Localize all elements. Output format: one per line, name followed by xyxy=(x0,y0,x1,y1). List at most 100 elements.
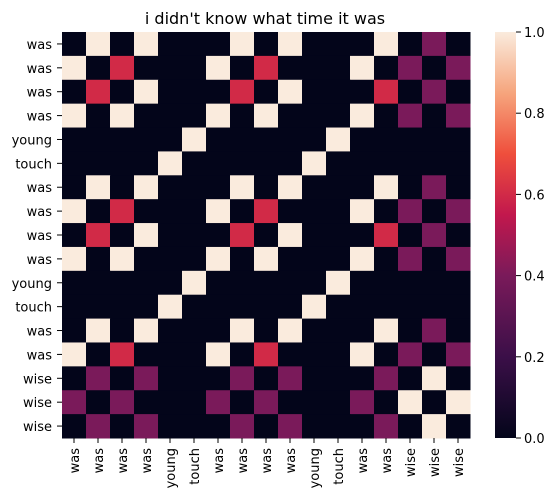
x-tick-label: touch xyxy=(332,448,347,485)
y-tick-label: was xyxy=(27,38,53,53)
heatmap-cell xyxy=(278,128,303,152)
heatmap-cell xyxy=(326,80,351,104)
heatmap-cell xyxy=(254,80,279,104)
heatmap-cell xyxy=(302,319,327,343)
heatmap-cell xyxy=(230,199,255,223)
heatmap-cell xyxy=(86,390,111,414)
heatmap-cell xyxy=(230,342,255,366)
y-tick-label: touch xyxy=(15,157,52,172)
heatmap-cell xyxy=(206,295,231,319)
x-tick-label: was xyxy=(212,448,227,474)
heatmap-cell xyxy=(158,319,183,343)
y-tick-label: was xyxy=(27,86,53,101)
heatmap-cells xyxy=(62,32,471,439)
heatmap-cell xyxy=(302,295,327,319)
heatmap-cell xyxy=(134,80,159,104)
x-tick-label: was xyxy=(356,448,371,474)
heatmap-cell xyxy=(398,366,423,390)
heatmap-cell xyxy=(278,175,303,199)
heatmap-cell xyxy=(326,319,351,343)
heatmap-cell xyxy=(326,390,351,414)
heatmap-cell xyxy=(62,128,87,152)
heatmap-cell xyxy=(230,223,255,247)
heatmap-cell xyxy=(230,247,255,271)
heatmap-cell xyxy=(446,414,471,438)
heatmap-cell xyxy=(86,366,111,390)
heatmap-cell xyxy=(158,56,183,80)
colorbar-tick-label: 1.0 xyxy=(524,26,545,41)
heatmap-cell xyxy=(86,223,111,247)
heatmap-cell xyxy=(302,128,327,152)
heatmap-cell xyxy=(446,80,471,104)
heatmap-cell xyxy=(182,151,207,175)
heatmap-cell xyxy=(422,175,447,199)
heatmap-cell xyxy=(398,414,423,438)
heatmap-cell xyxy=(86,342,111,366)
x-tick-label: wise xyxy=(452,448,467,477)
heatmap-cell xyxy=(182,247,207,271)
heatmap-cell xyxy=(110,271,135,295)
y-tick-label: young xyxy=(12,277,52,292)
heatmap-cell xyxy=(422,80,447,104)
heatmap-cell xyxy=(398,128,423,152)
heatmap-cell xyxy=(422,199,447,223)
heatmap-cell xyxy=(254,32,279,56)
heatmap-cell xyxy=(206,247,231,271)
heatmap-cell xyxy=(422,56,447,80)
heatmap-cell xyxy=(158,390,183,414)
heatmap-cell xyxy=(206,175,231,199)
heatmap-cell xyxy=(62,56,87,80)
heatmap-cell xyxy=(254,414,279,438)
heatmap-cell xyxy=(62,199,87,223)
heatmap-cell xyxy=(206,414,231,438)
heatmap-cell xyxy=(374,414,399,438)
heatmap-cell xyxy=(206,271,231,295)
y-tick-label: young xyxy=(12,133,52,148)
y-tick-label: was xyxy=(27,62,53,77)
heatmap-cell xyxy=(86,104,111,128)
heatmap-cell xyxy=(182,199,207,223)
heatmap-cell xyxy=(374,271,399,295)
heatmap-cell xyxy=(374,295,399,319)
heatmap-cell xyxy=(350,56,375,80)
heatmap-cell xyxy=(134,295,159,319)
heatmap-cell xyxy=(110,366,135,390)
heatmap-cell xyxy=(182,366,207,390)
heatmap-cell xyxy=(62,390,87,414)
heatmap-cell xyxy=(422,128,447,152)
heatmap-cell xyxy=(134,151,159,175)
y-tick-label: touch xyxy=(15,301,52,316)
heatmap-cell xyxy=(182,390,207,414)
heatmap-cell xyxy=(158,414,183,438)
x-tick-label: wise xyxy=(428,448,443,477)
x-tick-label: was xyxy=(260,448,275,474)
heatmap-cell xyxy=(134,366,159,390)
heatmap-cell xyxy=(62,104,87,128)
x-tick-label: was xyxy=(68,448,83,474)
heatmap-cell xyxy=(182,128,207,152)
heatmap-cell xyxy=(110,128,135,152)
heatmap-cell xyxy=(110,56,135,80)
heatmap-cell xyxy=(302,151,327,175)
heatmap-cell xyxy=(374,390,399,414)
heatmap-cell xyxy=(302,80,327,104)
heatmap-cell xyxy=(134,32,159,56)
heatmap-cell xyxy=(326,104,351,128)
heatmap-cell xyxy=(278,199,303,223)
heatmap-cell xyxy=(398,104,423,128)
heatmap-cell xyxy=(422,247,447,271)
heatmap-cell xyxy=(422,366,447,390)
heatmap-cell xyxy=(374,151,399,175)
heatmap-cell xyxy=(350,342,375,366)
heatmap-cell xyxy=(230,366,255,390)
heatmap-cell xyxy=(278,32,303,56)
heatmap-cell xyxy=(134,175,159,199)
heatmap-cell xyxy=(374,366,399,390)
heatmap-cell xyxy=(182,295,207,319)
y-tick-label: wise xyxy=(23,372,52,387)
heatmap-cell xyxy=(398,223,423,247)
heatmap-cell xyxy=(230,319,255,343)
heatmap-cell xyxy=(182,175,207,199)
heatmap-cell xyxy=(350,175,375,199)
heatmap-cell xyxy=(110,104,135,128)
